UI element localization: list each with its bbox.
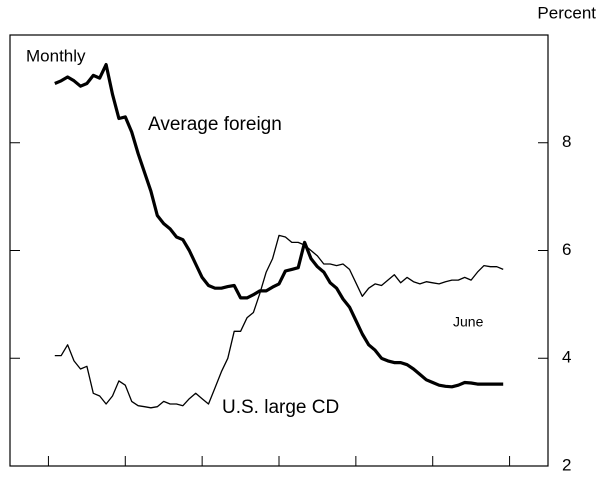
series-line xyxy=(54,62,504,389)
series-label: U.S. large CD xyxy=(222,397,339,418)
y-tick-label: 4 xyxy=(562,348,571,367)
annotation: Monthly xyxy=(26,46,86,65)
y-axis-label: Percent xyxy=(537,3,596,22)
series-line xyxy=(54,234,504,409)
y-tick-label: 2 xyxy=(562,455,571,474)
y-tick-label: 8 xyxy=(562,132,571,151)
annotation: June xyxy=(453,314,484,330)
y-tick-label: 6 xyxy=(562,240,571,259)
series-label: Average foreign xyxy=(148,114,282,135)
